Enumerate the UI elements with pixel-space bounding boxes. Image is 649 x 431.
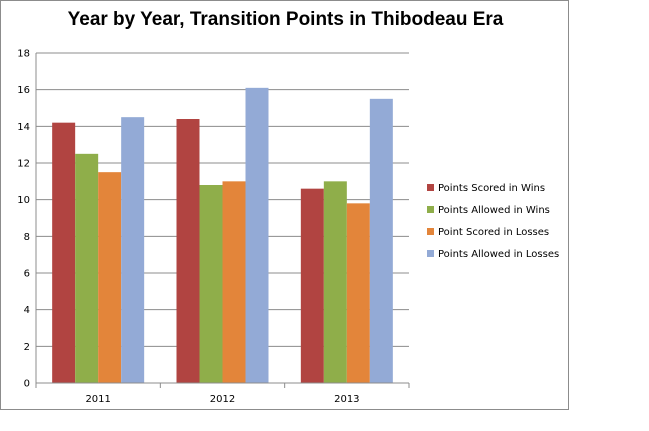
legend-label: Points Allowed in Wins <box>438 205 550 216</box>
bar <box>75 153 99 383</box>
y-tick-label: 8 <box>24 232 30 243</box>
bar <box>199 185 223 383</box>
chart-frame: Year by Year, Transition Points in Thibo… <box>0 0 569 410</box>
legend-swatch <box>427 250 434 257</box>
y-tick-label: 2 <box>24 342 30 353</box>
y-tick-label: 12 <box>17 159 30 170</box>
bar <box>52 122 76 384</box>
y-tick-label: 16 <box>17 85 30 96</box>
bar <box>300 188 324 383</box>
y-tick-label: 18 <box>17 49 30 60</box>
chart-title: Year by Year, Transition Points in Thibo… <box>67 9 504 30</box>
y-tick-label: 14 <box>17 122 30 133</box>
bar <box>121 117 145 384</box>
bar <box>323 181 347 383</box>
bar <box>98 172 122 383</box>
legend-swatch <box>427 184 434 191</box>
bar <box>369 98 393 383</box>
legend-label: Points Allowed in Losses <box>438 249 559 260</box>
y-tick-label: 10 <box>17 195 30 206</box>
bars <box>52 87 393 384</box>
y-tick-label: 4 <box>24 305 30 316</box>
legend-label: Point Scored in Losses <box>438 227 549 238</box>
legend-swatch <box>427 206 434 213</box>
bar <box>176 119 200 383</box>
bar <box>346 203 370 383</box>
bar <box>245 87 269 383</box>
x-tick-label: 2013 <box>334 394 359 405</box>
x-tick-label: 2011 <box>85 394 110 405</box>
axes: 0 2 4 6 8 10 12 14 16 18 2011 2012 2013 <box>17 49 410 405</box>
legend-swatch <box>427 228 434 235</box>
bar-chart: 0 2 4 6 8 10 12 14 16 18 2011 2012 2013 Points Score… <box>17 49 559 406</box>
y-tick-label: 6 <box>24 269 30 280</box>
bar <box>222 181 246 383</box>
y-tick-label: 0 <box>24 379 30 390</box>
legend: Points Scored in Wins Points Allowed in W… <box>427 183 559 260</box>
x-tick-label: 2012 <box>210 394 235 405</box>
legend-label: Points Scored in Wins <box>438 183 545 194</box>
